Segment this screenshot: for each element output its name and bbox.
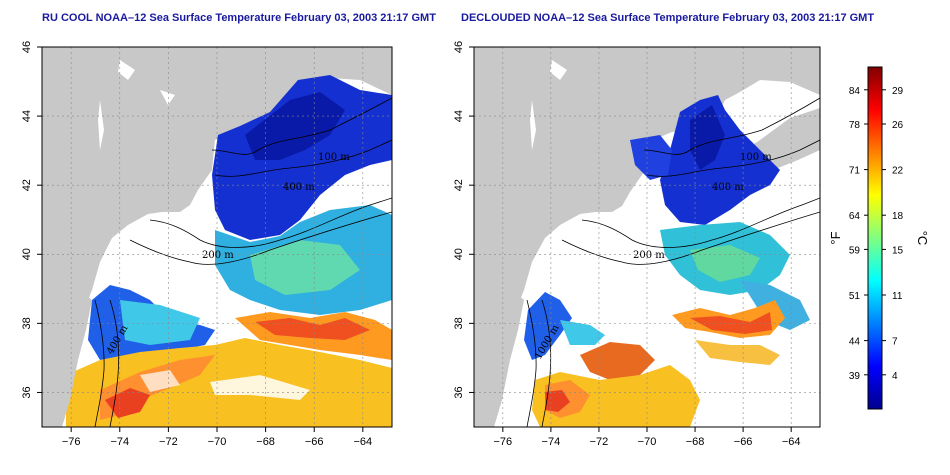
fahrenheit-tick-label: 39 bbox=[849, 371, 861, 382]
x-tick-label: −64 bbox=[353, 436, 372, 448]
x-tick-label: −74 bbox=[110, 436, 129, 448]
grid-lines bbox=[474, 47, 820, 427]
y-tick-label: 42 bbox=[21, 179, 33, 191]
y-tick-label: 36 bbox=[453, 386, 465, 398]
x-tick-label: −76 bbox=[62, 436, 81, 448]
y-tick-label: 44 bbox=[453, 110, 465, 122]
celsius-tick-label: 26 bbox=[892, 120, 904, 131]
y-tick-label: 38 bbox=[453, 317, 465, 329]
contour-label: 400 m bbox=[712, 182, 744, 193]
fahrenheit-tick-label: 44 bbox=[849, 337, 861, 348]
y-tick-label: 46 bbox=[453, 41, 465, 53]
right-map-panel: 100 m 400 m 200 m 1000 m −76 −74 −72 −70 −68… bbox=[453, 41, 821, 448]
y-tick-label: 40 bbox=[21, 248, 33, 260]
x-tick-label: −66 bbox=[305, 436, 324, 448]
x-tick-label: −72 bbox=[159, 436, 178, 448]
celsius-tick-label: 22 bbox=[892, 166, 904, 177]
x-tick-label: −64 bbox=[782, 436, 801, 448]
fahrenheit-unit-label: °F bbox=[828, 231, 843, 244]
y-tick-label: 46 bbox=[21, 41, 33, 53]
y-tick-label: 42 bbox=[453, 179, 465, 191]
contour-label: 100 m bbox=[318, 152, 350, 163]
contour-label: 200 m bbox=[633, 250, 665, 261]
x-tick-label: −68 bbox=[686, 436, 705, 448]
land-mass bbox=[474, 47, 820, 427]
celsius-tick-label: 29 bbox=[892, 86, 904, 97]
left-axes-ticks: −76 −74 −72 −70 −68 −66 −64 36 38 40 42 44 46 bbox=[21, 41, 372, 448]
celsius-tick-label: 18 bbox=[892, 211, 904, 222]
fahrenheit-tick-label: 71 bbox=[849, 166, 861, 177]
celsius-tick-label: 11 bbox=[892, 291, 903, 302]
x-tick-label: −76 bbox=[493, 436, 512, 448]
left-panel-title: RU COOL NOAA–12 Sea Surface Temperature … bbox=[42, 12, 436, 24]
right-panel-title: DECLOUDED NOAA–12 Sea Surface Temperatur… bbox=[461, 12, 875, 24]
x-tick-label: −70 bbox=[638, 436, 657, 448]
depth-contours bbox=[94, 97, 392, 427]
celsius-tick-label: 4 bbox=[892, 371, 898, 382]
celsius-tick-label: 7 bbox=[892, 337, 898, 348]
fahrenheit-tick-label: 78 bbox=[849, 120, 861, 131]
celsius-tick-label: 15 bbox=[892, 245, 904, 256]
land-mass bbox=[42, 47, 392, 427]
right-axes-ticks: −76 −74 −72 −70 −68 −66 −64 36 38 40 42 44 46 bbox=[453, 41, 801, 448]
y-tick-label: 36 bbox=[21, 386, 33, 398]
left-map-panel: 100 m 400 m 200 m 400 m −76 −74 −72 −70 −68−… bbox=[21, 41, 393, 448]
x-tick-label: −72 bbox=[590, 436, 609, 448]
fahrenheit-tick-label: 51 bbox=[849, 291, 861, 302]
colorbar-gradient bbox=[867, 66, 883, 410]
celsius-unit-label: °C bbox=[915, 231, 930, 246]
y-tick-label: 38 bbox=[21, 317, 33, 329]
x-tick-label: −74 bbox=[542, 436, 561, 448]
sst-warm-south bbox=[580, 342, 655, 380]
fahrenheit-tick-label: 64 bbox=[849, 211, 861, 222]
grid-lines bbox=[42, 47, 392, 427]
contour-label: 400 m bbox=[283, 182, 315, 193]
x-tick-label: −68 bbox=[256, 436, 275, 448]
y-tick-label: 44 bbox=[21, 110, 33, 122]
contour-label: 200 m bbox=[202, 250, 234, 261]
y-tick-label: 40 bbox=[453, 248, 465, 260]
x-tick-label: −70 bbox=[208, 436, 227, 448]
depth-contours bbox=[526, 97, 820, 427]
fahrenheit-tick-label: 84 bbox=[849, 86, 861, 97]
fahrenheit-tick-label: 59 bbox=[849, 245, 861, 256]
contour-label: 100 m bbox=[740, 152, 772, 163]
x-tick-label: −66 bbox=[734, 436, 753, 448]
